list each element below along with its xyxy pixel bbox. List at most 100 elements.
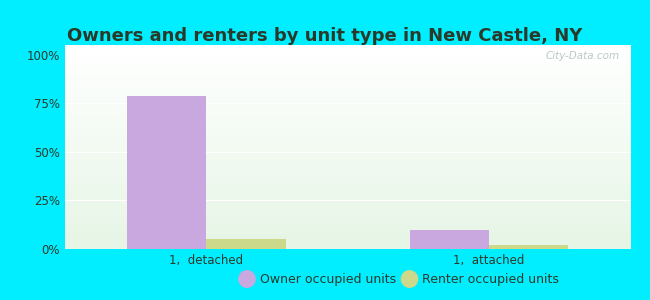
Bar — [65, 134, 650, 135]
Bar — [65, 177, 650, 178]
Bar — [65, 121, 650, 122]
Bar — [65, 186, 650, 188]
Bar — [65, 90, 650, 91]
Bar — [65, 93, 650, 94]
Bar — [65, 218, 650, 219]
Bar — [65, 166, 650, 167]
Bar — [65, 97, 650, 98]
Bar — [65, 143, 650, 144]
Bar — [65, 239, 650, 241]
Bar — [65, 178, 650, 180]
Bar — [65, 208, 650, 210]
Bar — [65, 103, 650, 105]
Bar — [65, 116, 650, 117]
Bar — [65, 95, 650, 97]
Bar — [65, 99, 650, 101]
Bar — [65, 184, 650, 185]
Bar — [65, 245, 650, 246]
Bar — [65, 233, 650, 234]
Bar — [65, 165, 650, 166]
Bar — [65, 53, 650, 55]
Bar — [65, 105, 650, 106]
Bar — [65, 157, 650, 158]
Bar — [65, 229, 650, 230]
Bar — [65, 172, 650, 173]
Bar — [65, 158, 650, 159]
Bar — [65, 242, 650, 244]
Bar — [65, 109, 650, 110]
Bar — [65, 170, 650, 172]
Bar — [65, 68, 650, 70]
Bar — [65, 46, 650, 48]
Bar — [65, 57, 650, 59]
Bar — [65, 80, 650, 82]
Bar — [65, 150, 650, 151]
Bar — [65, 219, 650, 220]
Bar — [410, 230, 489, 249]
Bar — [65, 45, 650, 46]
Bar — [65, 82, 650, 83]
Bar — [65, 238, 650, 239]
Bar — [65, 144, 650, 145]
Bar — [65, 206, 650, 207]
Bar — [65, 125, 650, 127]
Bar — [65, 216, 650, 218]
Bar — [65, 122, 650, 124]
Bar — [65, 189, 650, 190]
Bar — [65, 215, 650, 216]
Bar — [65, 139, 650, 140]
Bar — [65, 140, 650, 142]
Bar — [65, 106, 650, 108]
Bar — [65, 61, 650, 63]
Bar — [65, 74, 650, 75]
Bar — [65, 49, 650, 50]
Bar — [65, 56, 650, 57]
Bar — [65, 98, 650, 99]
Bar — [489, 245, 568, 249]
Bar — [65, 173, 650, 174]
Bar — [65, 48, 650, 49]
Text: Owners and renters by unit type in New Castle, NY: Owners and renters by unit type in New C… — [68, 27, 582, 45]
Bar — [65, 127, 650, 128]
Bar — [65, 102, 650, 104]
Bar — [65, 203, 650, 204]
Bar — [127, 95, 207, 249]
Bar — [65, 152, 650, 154]
Text: City-Data.com: City-Data.com — [545, 51, 619, 61]
Bar — [65, 230, 650, 231]
Bar — [65, 60, 650, 61]
Text: Renter occupied units: Renter occupied units — [422, 272, 560, 286]
Bar — [65, 195, 650, 196]
Bar — [65, 248, 650, 249]
Bar — [65, 114, 650, 116]
Bar — [65, 241, 650, 242]
Bar — [65, 113, 650, 114]
Bar — [65, 176, 650, 177]
Bar — [65, 136, 650, 137]
Bar — [65, 212, 650, 214]
Bar — [65, 155, 650, 157]
Bar — [65, 224, 650, 226]
Bar — [65, 234, 650, 236]
Bar — [65, 63, 650, 64]
Bar — [65, 83, 650, 84]
Bar — [65, 226, 650, 227]
Bar — [65, 151, 650, 152]
Bar — [65, 159, 650, 160]
Bar — [65, 163, 650, 165]
Bar — [65, 237, 650, 238]
Bar — [65, 135, 650, 136]
Bar — [65, 84, 650, 86]
Bar — [65, 199, 650, 200]
Bar — [207, 239, 285, 249]
Bar — [65, 236, 650, 237]
Bar — [65, 110, 650, 112]
Bar — [65, 112, 650, 113]
Bar — [65, 169, 650, 170]
Bar — [65, 148, 650, 150]
Bar — [65, 94, 650, 95]
Bar — [65, 167, 650, 169]
Bar — [65, 222, 650, 223]
Bar — [65, 201, 650, 203]
Bar — [65, 147, 650, 148]
